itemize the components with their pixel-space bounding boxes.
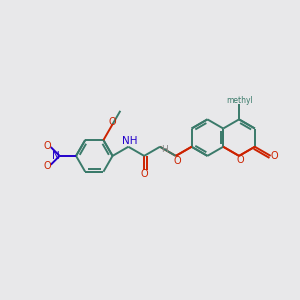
Text: O: O (173, 156, 181, 166)
Text: methyl: methyl (226, 95, 253, 104)
Text: N: N (52, 151, 60, 161)
Text: O: O (43, 141, 51, 151)
Text: O: O (109, 117, 116, 127)
Text: O: O (43, 160, 51, 171)
Text: NH: NH (122, 136, 138, 146)
Text: O: O (236, 155, 244, 165)
Text: O: O (271, 151, 278, 161)
Text: H: H (162, 145, 168, 154)
Text: O: O (140, 169, 148, 179)
